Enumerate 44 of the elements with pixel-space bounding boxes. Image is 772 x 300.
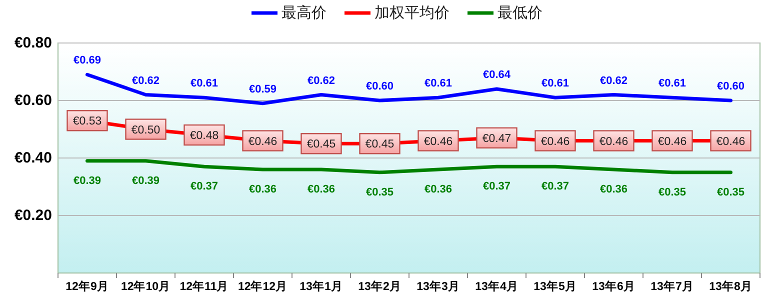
- data-label: €0.39: [132, 174, 160, 187]
- x-tick-label: 13年7月: [650, 279, 694, 293]
- data-label: €0.37: [482, 180, 511, 193]
- data-label: €0.69: [73, 54, 102, 67]
- x-tick-label: 13年6月: [592, 279, 636, 293]
- legend-label: 最高价: [282, 4, 326, 22]
- data-label: €0.35: [716, 186, 745, 198]
- data-label: €0.61: [541, 78, 570, 90]
- line-series: [86, 159, 732, 174]
- data-label: €0.35: [366, 186, 394, 198]
- data-label: €0.36: [248, 184, 277, 196]
- x-tick-label: 12年9月: [66, 279, 109, 293]
- x-tick-label: 13年8月: [709, 279, 752, 293]
- data-label: €0.61: [658, 78, 686, 90]
- y-tick-label: €0.40: [14, 150, 52, 166]
- y-tick-label: €0.60: [14, 92, 52, 109]
- x-tick-label: 13年2月: [358, 279, 402, 293]
- x-tick-label: 13年3月: [416, 279, 460, 293]
- data-label: €0.36: [307, 184, 336, 196]
- data-label: €0.60: [716, 80, 745, 92]
- data-label: €0.36: [600, 184, 628, 196]
- x-tick-label: 12年12月: [238, 279, 288, 293]
- x-tick-label: 12年10月: [120, 279, 171, 293]
- data-label: €0.62: [600, 74, 628, 87]
- data-label: €0.36: [424, 184, 452, 196]
- data-label: €0.35: [658, 186, 686, 198]
- data-label: €0.62: [307, 74, 336, 87]
- x-tick-label: 13年4月: [475, 279, 518, 293]
- data-label: €0.37: [190, 180, 218, 193]
- x-tick-label: 13年5月: [534, 279, 577, 293]
- data-label: €0.61: [190, 78, 218, 90]
- data-label: €0.37: [541, 180, 570, 193]
- data-label: €0.39: [73, 174, 102, 187]
- x-tick-label: 13年1月: [300, 279, 343, 293]
- data-label: €0.59: [248, 83, 277, 96]
- y-tick-label: €0.80: [14, 34, 52, 52]
- y-tick-label: €0.20: [14, 207, 52, 224]
- data-label: €0.64: [482, 69, 512, 81]
- legend-label: 最低价: [498, 4, 542, 22]
- data-label: €0.62: [132, 74, 160, 87]
- data-label: €0.60: [366, 80, 394, 92]
- legend-label: 加权平均价: [374, 4, 450, 22]
- x-tick-label: 12年11月: [180, 279, 229, 293]
- data-label: €0.61: [424, 78, 452, 90]
